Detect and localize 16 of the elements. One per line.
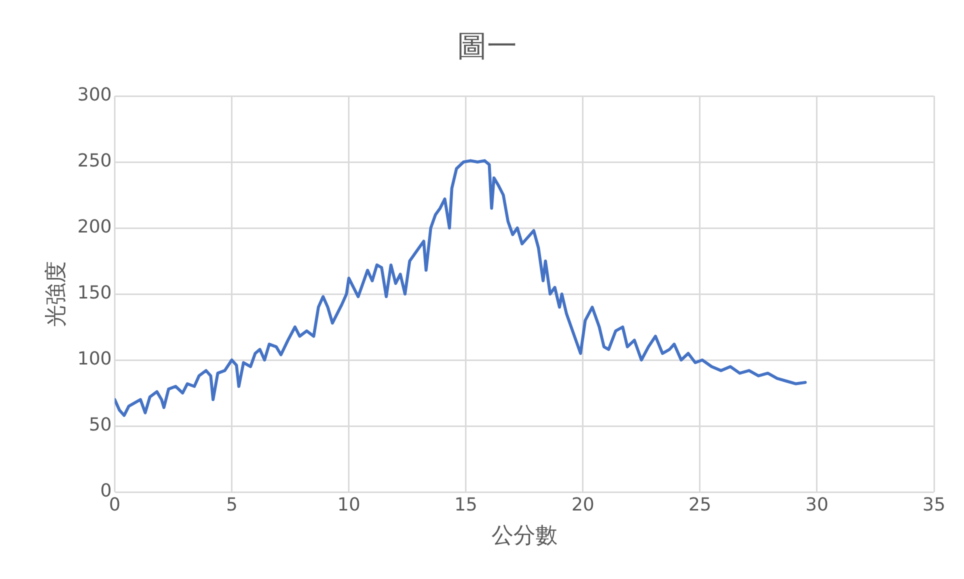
x-tick-label: 35 <box>922 494 946 516</box>
x-tick-label: 15 <box>454 494 478 516</box>
x-tick-label: 30 <box>806 494 828 516</box>
chart-title: 圖一 <box>457 28 517 64</box>
x-tick-label: 10 <box>337 494 360 516</box>
x-axis-title: 公分數 <box>491 524 558 549</box>
x-tick-label: 5 <box>226 494 238 516</box>
y-tick-label: 50 <box>88 414 112 436</box>
x-tick-label: 20 <box>571 494 594 516</box>
y-tick-label: 300 <box>77 84 112 106</box>
y-tick-label: 150 <box>77 282 112 304</box>
y-axis-title: 光強度 <box>44 261 69 327</box>
x-tick-label: 25 <box>688 494 712 516</box>
y-tick-label: 200 <box>77 216 112 238</box>
y-tick-label: 250 <box>77 150 112 172</box>
y-tick-label: 100 <box>77 348 112 370</box>
